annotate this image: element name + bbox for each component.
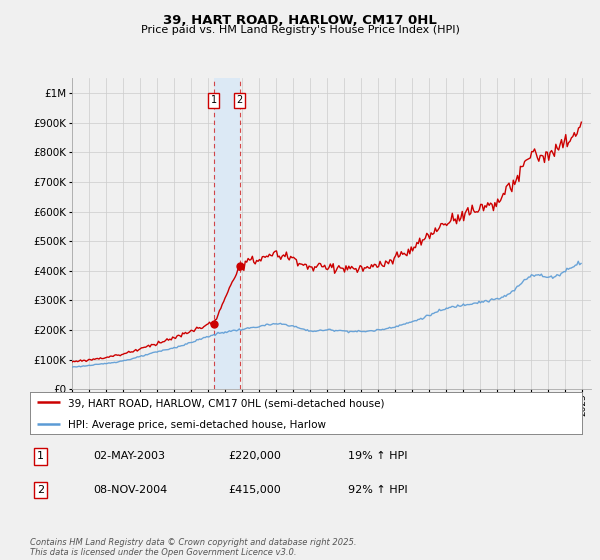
Bar [214, 78, 239, 389]
Text: 39, HART ROAD, HARLOW, CM17 0HL: 39, HART ROAD, HARLOW, CM17 0HL [163, 14, 437, 27]
Text: Contains HM Land Registry data © Crown copyright and database right 2025.
This d: Contains HM Land Registry data © Crown c… [30, 538, 356, 557]
Text: 2: 2 [236, 95, 243, 105]
Text: 02-MAY-2003: 02-MAY-2003 [93, 451, 165, 461]
Text: HPI: Average price, semi-detached house, Harlow: HPI: Average price, semi-detached house,… [68, 420, 326, 430]
Text: 1: 1 [37, 451, 44, 461]
Text: £220,000: £220,000 [228, 451, 281, 461]
Text: 2: 2 [37, 485, 44, 495]
Text: 39, HART ROAD, HARLOW, CM17 0HL (semi-detached house): 39, HART ROAD, HARLOW, CM17 0HL (semi-de… [68, 398, 384, 408]
Text: 92% ↑ HPI: 92% ↑ HPI [348, 485, 407, 495]
Text: 19% ↑ HPI: 19% ↑ HPI [348, 451, 407, 461]
Text: 1: 1 [211, 95, 217, 105]
Text: Price paid vs. HM Land Registry's House Price Index (HPI): Price paid vs. HM Land Registry's House … [140, 25, 460, 35]
Text: 08-NOV-2004: 08-NOV-2004 [93, 485, 167, 495]
Text: £415,000: £415,000 [228, 485, 281, 495]
